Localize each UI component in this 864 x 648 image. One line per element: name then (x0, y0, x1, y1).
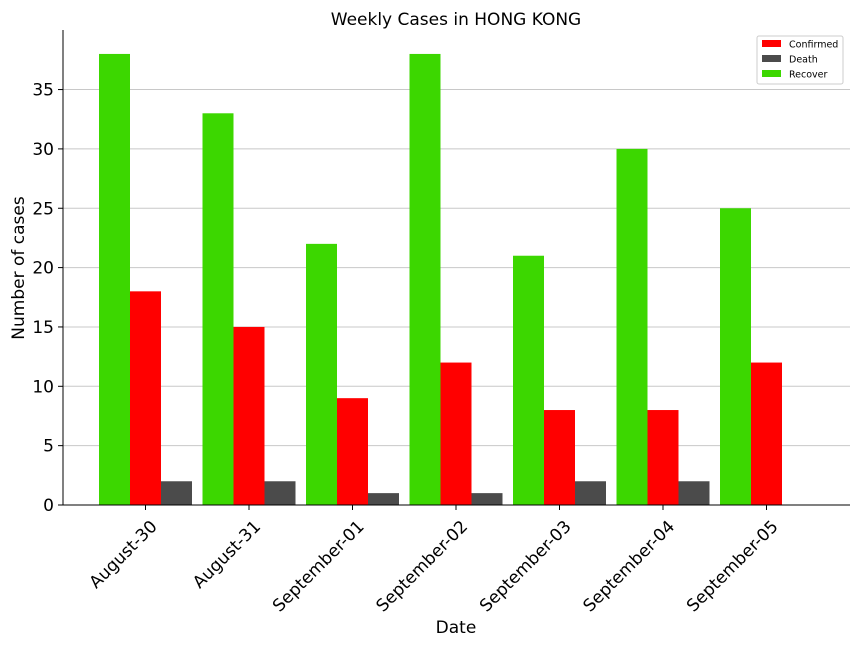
chart-title: Weekly Cases in HONG KONG (331, 10, 581, 30)
bar-confirmed (233, 326, 265, 505)
legend-swatch-death (762, 55, 781, 62)
y-tick-label: 10 (32, 377, 54, 397)
y-tick-label: 15 (32, 318, 54, 338)
bar-death (264, 481, 296, 505)
bar-death (161, 481, 192, 505)
y-tick-label: 5 (43, 437, 54, 457)
bar-recover (99, 53, 130, 505)
x-tick-label: September-02 (373, 517, 472, 616)
legend: Confirmed Death Recover (756, 35, 844, 85)
x-axis-ticks: August-30 August-31 September-01 September-… (86, 505, 783, 616)
y-axis-ticks: 0 5 10 15 20 25 30 35 (32, 81, 63, 516)
legend-swatch-confirmed (762, 40, 781, 47)
legend-label-death: Death (789, 55, 818, 66)
gridlines (63, 89, 850, 447)
y-tick-label: 25 (32, 199, 54, 219)
x-axis-label: Date (436, 618, 477, 638)
bar-confirmed (647, 410, 679, 505)
y-tick-label: 0 (43, 496, 54, 516)
x-tick-label: September-01 (269, 517, 368, 616)
x-tick-label: September-05 (683, 517, 782, 616)
legend-swatch-recover (762, 70, 781, 77)
bar-recover (720, 208, 751, 505)
bar-recover (616, 148, 648, 505)
bar-confirmed (544, 410, 575, 505)
bar-death (678, 481, 710, 505)
bar-confirmed (440, 362, 472, 505)
legend-label-recover: Recover (789, 70, 828, 81)
bar-confirmed (751, 362, 782, 505)
bar-death (368, 493, 399, 505)
bar-confirmed (337, 398, 368, 505)
x-tick-label: August-30 (86, 517, 162, 593)
legend-label-confirmed: Confirmed (789, 40, 838, 51)
y-tick-label: 35 (32, 81, 54, 101)
bar-recover (202, 113, 234, 505)
y-tick-label: 20 (32, 259, 54, 279)
bar-death (471, 493, 503, 505)
bar-confirmed (130, 291, 161, 505)
bar-death (575, 481, 606, 505)
x-tick-label: August-31 (189, 517, 265, 593)
bars (99, 53, 782, 506)
y-axis-label: Number of cases (9, 196, 29, 340)
bar-recover (513, 255, 544, 505)
x-tick-label: September-04 (580, 517, 679, 616)
bar-recover (306, 243, 337, 506)
y-tick-label: 30 (32, 140, 54, 160)
x-tick-label: September-03 (476, 517, 575, 616)
bar-recover (409, 53, 441, 505)
